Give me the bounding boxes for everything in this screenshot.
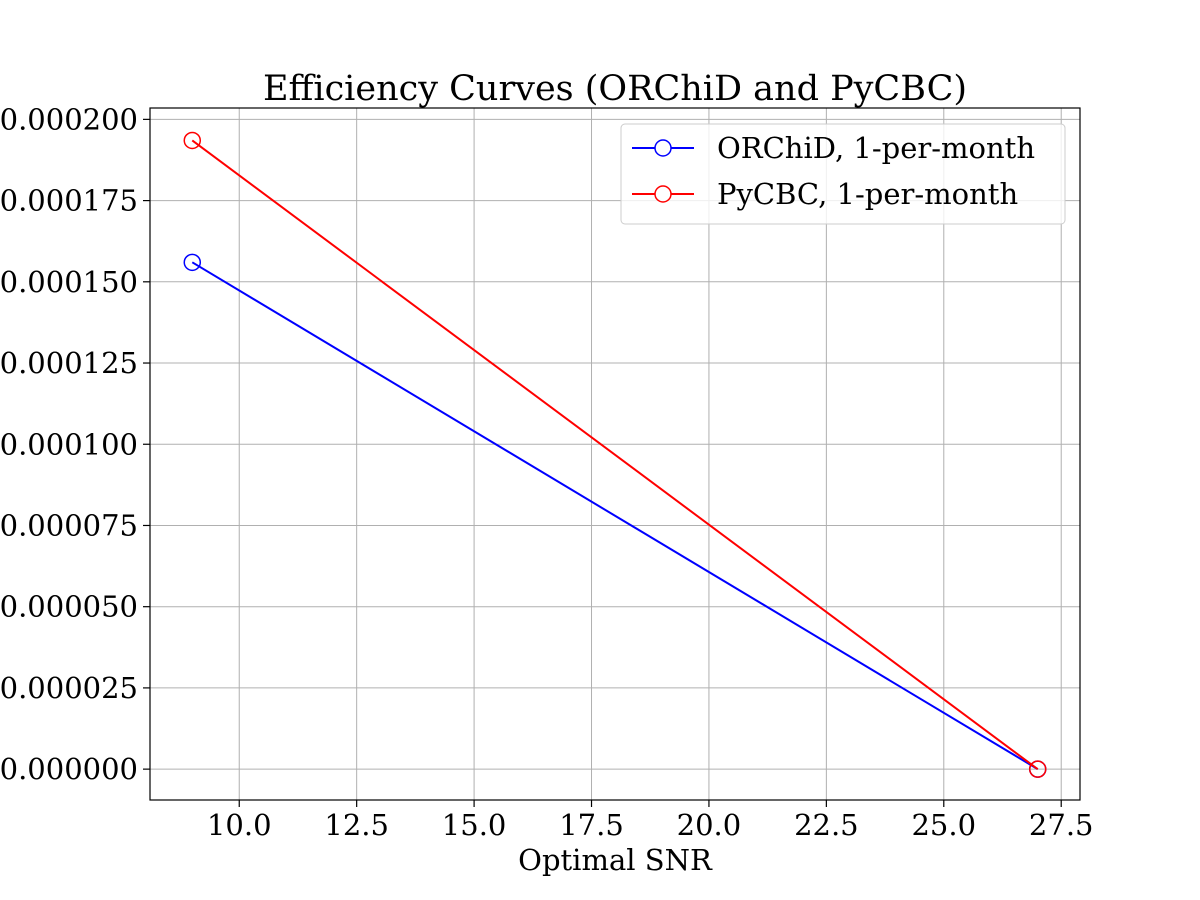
- y-tick-label: 0.000175: [0, 184, 138, 218]
- legend: ORChiD, 1-per-month PyCBC, 1-per-month: [620, 123, 1066, 225]
- legend-box: [620, 123, 1066, 225]
- x-tick-label: 12.5: [324, 808, 389, 842]
- legend-entry: PyCBC, 1-per-month: [632, 177, 1018, 211]
- data-point: [183, 131, 202, 150]
- y-tick-label: 0.000125: [0, 346, 138, 380]
- legend-label: PyCBC, 1-per-month: [717, 177, 1018, 211]
- data-point: [1028, 760, 1047, 778]
- series-line: [191, 139, 1039, 770]
- plot-frame: [149, 107, 1081, 801]
- y-tick-label: 0.000150: [0, 265, 138, 299]
- x-tick-label: 17.5: [559, 808, 624, 842]
- x-axis-ticks: 10.0 12.5 15.0 17.5 20.0 22.5 25.0 27.5: [207, 800, 1094, 842]
- x-tick-label: 10.0: [207, 808, 272, 842]
- x-tick-label: 25.0: [911, 808, 976, 842]
- y-tick-label: 0.000050: [0, 590, 138, 624]
- legend-label: ORChiD, 1-per-month: [717, 131, 1035, 165]
- series-line: [191, 261, 1039, 770]
- legend-entry: ORChiD, 1-per-month: [632, 131, 1035, 165]
- x-tick-label: 15.0: [442, 808, 507, 842]
- series-1: [183, 131, 1047, 778]
- y-tick-label: 0.000025: [0, 671, 138, 705]
- data-point: [183, 253, 202, 272]
- x-tick-label: 22.5: [794, 808, 859, 842]
- series-layer: [183, 131, 1047, 778]
- y-tick-label: 0.000075: [0, 508, 138, 542]
- x-tick-label: 27.5: [1029, 808, 1094, 842]
- y-tick-label: 0.000100: [0, 427, 138, 461]
- chart-title: Efficiency Curves (ORChiD and PyCBC): [263, 69, 967, 109]
- x-axis-label: Optimal SNR: [518, 843, 713, 877]
- legend-marker: [654, 185, 672, 203]
- y-axis-ticks: 0.000000 0.000025 0.000050 0.000075 0.000100…: [0, 102, 150, 786]
- legend-marker: [654, 139, 672, 157]
- y-tick-label: 0.000000: [0, 752, 138, 786]
- y-tick-label: 0.000200: [0, 102, 138, 136]
- x-tick-label: 20.0: [677, 808, 742, 842]
